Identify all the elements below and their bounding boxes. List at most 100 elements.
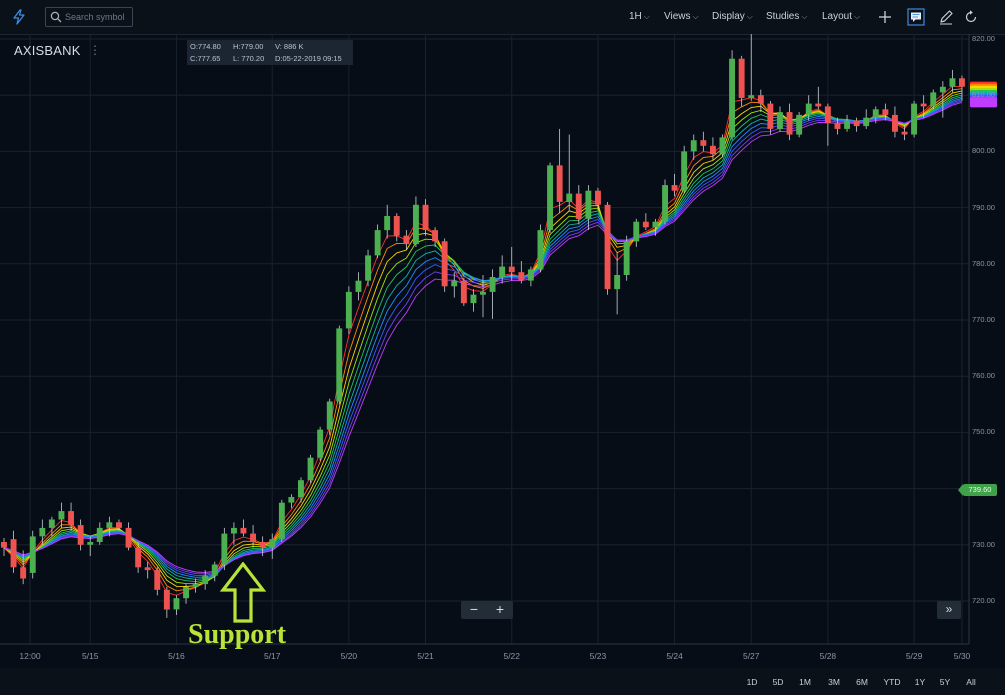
candle [700, 131, 707, 152]
range-button-6m[interactable]: 6M [856, 677, 868, 687]
candle [135, 541, 142, 573]
candle-body [250, 533, 256, 542]
candle-body [748, 95, 755, 98]
candle-body [288, 497, 295, 503]
candle [786, 103, 793, 141]
zoom-in-button[interactable]: + [495, 601, 505, 617]
range-button-1y[interactable]: 1Y [914, 677, 926, 687]
candle [231, 522, 237, 545]
candle-body [690, 140, 697, 152]
candle-body [815, 103, 822, 107]
candle-body [834, 123, 841, 129]
ema-ribbon-line [3, 90, 963, 587]
interval-menu[interactable]: 1H ⌵ [629, 11, 650, 22]
candle-body [393, 216, 400, 236]
candle [480, 275, 486, 318]
refresh-icon[interactable] [962, 8, 980, 26]
range-button-5y[interactable]: 5Y [939, 677, 951, 687]
range-button-ytd[interactable]: YTD [883, 677, 901, 687]
views-menu[interactable]: Views ⌵ [664, 11, 699, 22]
price-tick-label: 750.00 [972, 427, 995, 437]
moving-average-ribbon [3, 85, 963, 596]
candle [403, 230, 410, 250]
support-annotation: Support [188, 619, 287, 650]
candle-body [183, 587, 189, 599]
candle-body [96, 527, 103, 542]
display-menu[interactable]: Display ⌵ [712, 11, 753, 22]
studies-menu[interactable]: Studies ⌵ [766, 11, 807, 22]
candle-body [10, 539, 17, 568]
candle-body [441, 241, 448, 287]
candle-body [518, 272, 525, 281]
ohlc-close: C:777.65 [190, 54, 221, 63]
comment-icon[interactable] [907, 8, 925, 26]
candle-body [116, 522, 122, 528]
candle-body [307, 457, 314, 481]
candle-body [202, 575, 209, 585]
range-button-1d[interactable]: 1D [746, 677, 758, 687]
range-button-5d[interactable]: 5D [772, 677, 784, 687]
candle [719, 134, 726, 158]
candle-body [163, 589, 170, 610]
candle-body [939, 86, 946, 93]
candle-body [920, 103, 927, 107]
zoom-out-button[interactable]: − [469, 601, 479, 617]
price-tick-label: 810.00 [972, 90, 995, 100]
range-button-3m[interactable]: 3M [828, 677, 840, 687]
candle [1, 538, 7, 557]
candle-body [192, 584, 199, 587]
candle [767, 100, 774, 135]
candle-body [882, 109, 889, 115]
candle-body [144, 567, 151, 571]
candle-body [489, 277, 496, 292]
more-options-icon[interactable]: ⋮ [89, 43, 101, 57]
candle [20, 550, 27, 585]
candle-body [365, 255, 371, 281]
candle-body [87, 542, 94, 545]
ohlc-date: D:05-22-2019 09:15 [275, 54, 342, 63]
candle-body [317, 429, 324, 458]
range-button-1m[interactable]: 1M [799, 677, 811, 687]
candle-body [872, 109, 879, 118]
price-tick-label: 720.00 [972, 596, 995, 605]
ema-ribbon-line [3, 94, 963, 583]
candle-body [824, 106, 831, 124]
draw-pencil-icon[interactable] [937, 8, 955, 26]
candle-body [566, 193, 573, 202]
symbol-search[interactable] [45, 7, 133, 27]
candle [595, 187, 601, 211]
candle-body [527, 269, 534, 281]
candle-body [259, 542, 266, 548]
candle [901, 126, 908, 141]
candle [930, 89, 937, 110]
candle-body [1, 542, 7, 548]
price-chart[interactable] [0, 34, 1005, 668]
candle [556, 128, 563, 214]
candle [154, 567, 161, 596]
candle [518, 260, 525, 284]
candle-body [211, 564, 218, 576]
plus-icon[interactable] [876, 8, 894, 26]
candle-body [345, 291, 352, 329]
candle [863, 109, 870, 129]
layout-menu[interactable]: Layout ⌵ [822, 11, 860, 22]
search-input[interactable] [65, 10, 129, 24]
candle-body [700, 140, 707, 146]
range-button-all[interactable]: All [966, 677, 976, 687]
candle-body [278, 502, 285, 540]
candle-body [595, 190, 601, 205]
candle-body [48, 519, 55, 528]
candle [633, 218, 640, 247]
candle-body [949, 78, 956, 87]
lightning-icon[interactable] [11, 9, 27, 25]
candle [547, 162, 553, 233]
candle-body [413, 204, 419, 245]
candle-body [671, 185, 678, 191]
candle [87, 536, 94, 557]
scroll-to-latest-button[interactable]: » [937, 601, 961, 619]
ema-ribbon-line [3, 101, 963, 573]
candle-body [106, 522, 113, 528]
candle [796, 112, 803, 138]
candle-body [39, 527, 46, 537]
candle [681, 145, 688, 194]
